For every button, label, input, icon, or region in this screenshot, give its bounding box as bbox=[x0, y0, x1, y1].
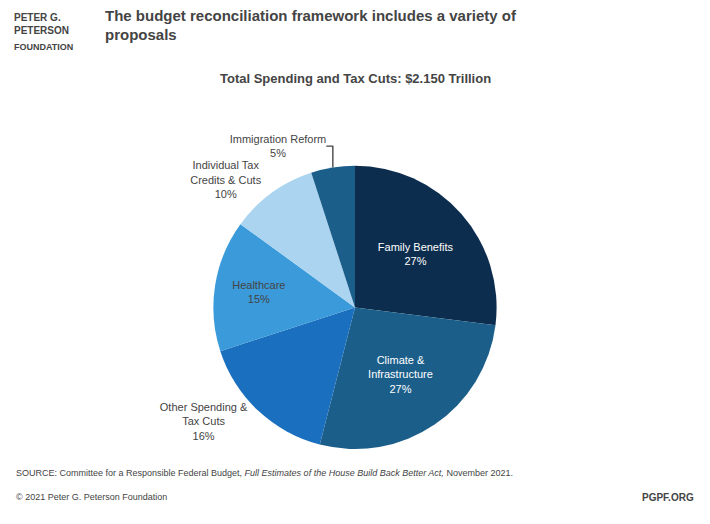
svg-text:Total Spending and Tax Cuts: $: Total Spending and Tax Cuts: $2.150 Tril… bbox=[220, 71, 491, 86]
svg-text:The budget reconciliation fram: The budget reconciliation framework incl… bbox=[105, 7, 517, 44]
svg-text:PGPF.ORG: PGPF.ORG bbox=[642, 492, 694, 503]
svg-text:Immigration Reform5%: Immigration Reform5% bbox=[230, 133, 327, 159]
svg-text:Healthcare15%: Healthcare15% bbox=[232, 279, 285, 305]
svg-text:SOURCE: Committee for a Respon: SOURCE: Committee for a Responsible Fede… bbox=[16, 468, 513, 478]
svg-text:Individual TaxCredits & Cuts10: Individual TaxCredits & Cuts10% bbox=[190, 159, 261, 200]
svg-text:Climate &Infrastructure27%: Climate &Infrastructure27% bbox=[368, 354, 433, 395]
svg-text:© 2021 Peter G. Peterson Found: © 2021 Peter G. Peterson Foundation bbox=[16, 492, 167, 502]
svg-text:PETER G.PETERSON: PETER G.PETERSON bbox=[14, 12, 69, 36]
svg-text:FOUNDATION: FOUNDATION bbox=[14, 42, 73, 52]
svg-text:Family Benefits27%: Family Benefits27% bbox=[378, 241, 454, 267]
svg-text:Other Spending &Tax Cuts16%: Other Spending &Tax Cuts16% bbox=[160, 401, 248, 442]
